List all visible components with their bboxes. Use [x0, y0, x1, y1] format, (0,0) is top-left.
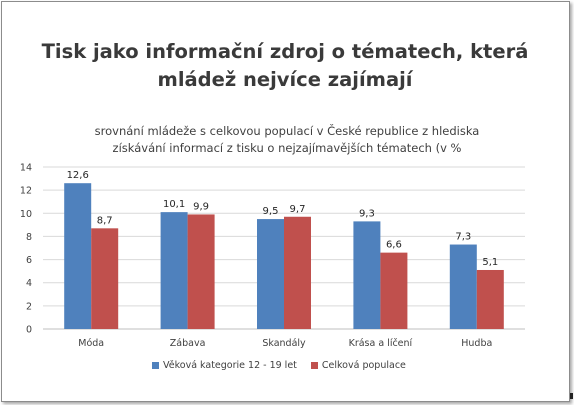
slide-corner-mark — [570, 393, 573, 399]
data-label: 9,3 — [359, 208, 375, 219]
legend-item-population: Celková populace — [310, 360, 406, 371]
legend-label-youth: Věková kategorie 12 - 19 let — [163, 360, 297, 371]
chart-title-line-1: Tisk jako informační zdroj o tématech, k… — [41, 40, 529, 63]
x-category-label: Móda — [78, 338, 104, 349]
y-tick-label: 2 — [26, 301, 32, 312]
y-tick-label: 14 — [20, 163, 32, 174]
y-tick-label: 0 — [26, 325, 32, 336]
chart-subtitle-line-2: získávání informací z tisku o nejzajímav… — [112, 141, 462, 155]
bar-population — [284, 216, 311, 329]
legend-swatch-youth — [152, 362, 159, 369]
x-category-label: Zábava — [170, 338, 206, 349]
x-category-label: Skandály — [262, 338, 306, 349]
chart-title: Tisk jako informační zdroj o tématech, k… — [0, 38, 570, 94]
data-label: 9,5 — [263, 206, 279, 217]
legend-label-population: Celková populace — [321, 360, 406, 371]
bar-youth — [353, 221, 381, 329]
bar-youth — [64, 183, 92, 329]
bar-population — [380, 252, 408, 329]
bar-youth — [160, 212, 188, 329]
chart-subtitle: srovnání mládeže s celkovou populací v Č… — [0, 123, 574, 157]
x-category-label: Hudba — [461, 338, 492, 349]
y-tick-label: 4 — [26, 278, 32, 289]
bar-population — [91, 228, 119, 329]
bar-youth — [449, 244, 477, 329]
chart-legend: Věková kategorie 12 - 19 let Celková pop… — [152, 360, 420, 371]
data-label: 8,7 — [97, 215, 113, 226]
data-label: 10,1 — [163, 199, 185, 210]
chart-title-line-2: mládež nejvíce zajímají — [157, 68, 413, 91]
bar-population — [476, 269, 504, 329]
y-tick-label: 10 — [20, 209, 32, 220]
bar-youth — [257, 219, 284, 329]
y-tick-label: 6 — [26, 255, 32, 266]
y-tick-label: 12 — [20, 186, 32, 197]
data-label: 9,9 — [193, 201, 209, 212]
data-label: 7,3 — [455, 232, 471, 243]
legend-item-youth: Věková kategorie 12 - 19 let — [152, 360, 297, 371]
y-tick-label: 8 — [26, 232, 32, 243]
data-label: 6,6 — [386, 240, 402, 251]
data-label: 12,6 — [67, 170, 89, 181]
bar-population — [187, 214, 215, 329]
legend-swatch-population — [310, 362, 318, 369]
data-label: 9,7 — [290, 204, 306, 215]
data-label: 5,1 — [482, 257, 498, 268]
chart-subtitle-line-1: srovnání mládeže s celkovou populací v Č… — [94, 124, 480, 138]
x-category-label: Krása a líčení — [349, 338, 413, 349]
